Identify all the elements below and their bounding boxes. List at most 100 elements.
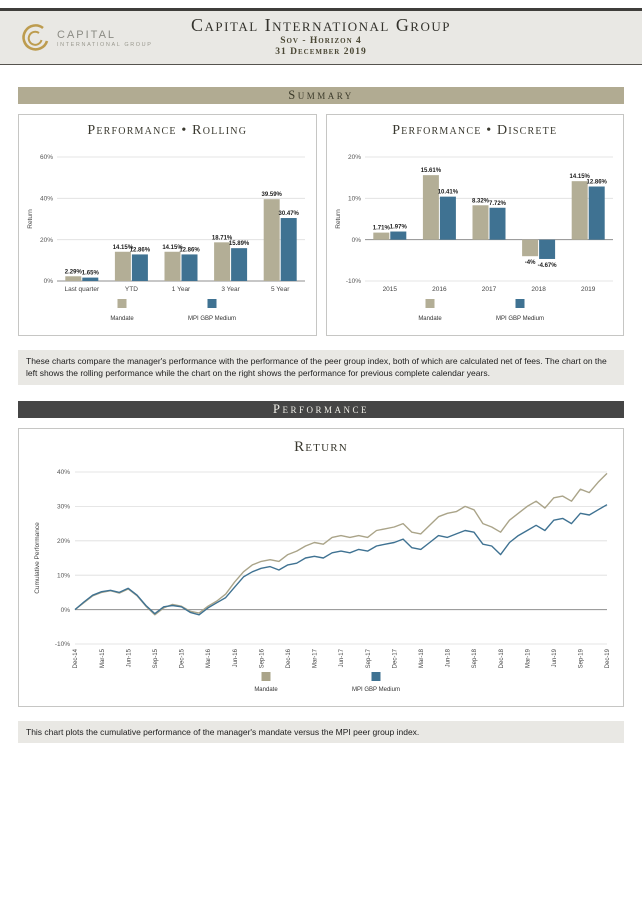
bar <box>231 248 248 281</box>
report-subtitle: Sov - Horizon 4 <box>280 35 362 46</box>
bar <box>263 199 280 281</box>
bar-value-label: 15.61% <box>420 168 441 174</box>
y-tick-label: 10% <box>347 196 360 203</box>
category-label: 2019 <box>580 286 595 293</box>
legend-label: MPI GBP Medium <box>352 687 400 693</box>
legend-label: MPI GBP Medium <box>188 316 236 322</box>
discrete-bar-chart: -10% 0% 10% 20% Return 2015 1.71% 1.97% 2016 15.6… <box>335 154 613 322</box>
x-tick-label: Sep-16 <box>259 648 265 668</box>
title-block: Capital International Group Sov - Horizo… <box>190 14 451 60</box>
x-tick-label: Mar-16 <box>206 648 212 668</box>
x-tick-label: Dec-18 <box>499 648 505 668</box>
logo-text: CAPITAL INTERNATIONAL GROUP <box>57 29 153 48</box>
x-tick-label: Dec-17 <box>392 648 398 668</box>
x-tick-label: Jun-19 <box>552 648 558 667</box>
bar <box>164 251 181 281</box>
summary-section-header: Summary <box>18 87 624 104</box>
bar <box>131 254 148 281</box>
y-tick-label: 20% <box>40 237 53 244</box>
report-title: Capital International Group <box>190 14 451 35</box>
bar-value-label: 18.71% <box>212 235 233 241</box>
x-tick-label: Dec-14 <box>73 648 79 668</box>
bar <box>472 205 488 240</box>
bar-value-label: 14.15% <box>569 174 590 180</box>
category-label: Last quarter <box>64 286 100 293</box>
logo-swirl-icon <box>22 24 49 51</box>
summary-charts-row: Performance • Rolling 0% 20% 40% 60% Return L… <box>18 114 624 336</box>
y-tick-label: 0% <box>351 237 361 244</box>
x-tick-label: Mar-15 <box>100 648 106 668</box>
return-line-chart: -10% 0% 10% 20% 30% 40% Cumulative Performance… <box>34 469 611 693</box>
bar-value-label: 1.71% <box>372 226 390 232</box>
x-tick-label: Jun-17 <box>339 648 345 667</box>
bar-value-label: 1.97% <box>389 225 407 231</box>
legend-label: Mandate <box>418 316 442 322</box>
performance-note: This chart plots the cumulative performa… <box>18 720 624 743</box>
bar-value-label: 12.86% <box>586 180 607 186</box>
series-line-mpi-gbp-medium <box>74 503 608 616</box>
x-tick-label: Mar-19 <box>525 648 531 668</box>
rolling-chart-title: Performance • Rolling <box>87 123 248 138</box>
legend-label: Mandate <box>254 687 278 693</box>
bar-value-label: -4% <box>524 260 535 266</box>
x-tick-label: Mar-17 <box>313 648 319 668</box>
x-tick-label: Sep-15 <box>153 648 159 668</box>
bar <box>82 277 99 281</box>
category-label: 5 Year <box>271 286 290 293</box>
category-label: 2016 <box>432 286 447 293</box>
bar-value-label: 12.86% <box>179 247 200 253</box>
x-tick-label: Jun-18 <box>446 648 452 667</box>
company-logo: CAPITAL INTERNATIONAL GROUP <box>16 20 153 56</box>
y-tick-label: 30% <box>57 503 70 510</box>
y-tick-label: 40% <box>57 469 70 476</box>
rolling-bar-chart: 0% 20% 40% 60% Return Last quarter 2.29% 1.65% Y… <box>27 154 305 322</box>
x-tick-label: Sep-19 <box>579 648 585 668</box>
logo-name: CAPITAL <box>57 28 117 41</box>
bar <box>65 276 82 281</box>
legend-label: Mandate <box>110 316 134 322</box>
y-tick-label: 60% <box>40 154 53 161</box>
bar-value-label: 14.15% <box>162 245 183 251</box>
legend-label: MPI GBP Medium <box>496 316 544 322</box>
y-axis-label: Return <box>335 209 342 229</box>
bar-value-label: 1.65% <box>82 271 100 277</box>
y-tick-label: 10% <box>57 572 70 579</box>
x-tick-label: Mar-18 <box>419 648 425 668</box>
bar-value-label: 14.15% <box>113 245 134 251</box>
rolling-chart-panel: Performance • Rolling 0% 20% 40% 60% Return L… <box>18 114 317 336</box>
bar <box>538 239 555 259</box>
discrete-chart-panel: Performance • Discrete -10% 0% 10% 20% Retur… <box>325 114 624 336</box>
bar-value-label: 15.89% <box>229 241 250 247</box>
bar <box>389 231 406 240</box>
category-label: 2018 <box>531 286 546 293</box>
bar-value-label: 2.29% <box>65 269 83 275</box>
bar-value-label: 7.72% <box>488 201 506 207</box>
legend-swatch <box>261 671 271 681</box>
y-tick-label: -10% <box>55 641 70 648</box>
bar <box>372 232 389 240</box>
bar <box>181 254 198 281</box>
return-chart-panel: Return -10% 0% 10% 20% 30% 40% Cumulative Perf… <box>18 427 624 707</box>
x-tick-label: Sep-17 <box>366 648 372 668</box>
y-axis-label: Return <box>27 209 34 229</box>
y-tick-label: 20% <box>57 538 70 545</box>
y-tick-label: -10% <box>345 278 360 285</box>
legend-swatch <box>425 299 434 308</box>
bar <box>521 239 538 257</box>
series-line-mandate <box>74 472 608 616</box>
bar <box>489 207 505 240</box>
bar <box>114 251 131 281</box>
discrete-chart-title: Performance • Discrete <box>392 123 558 138</box>
bar <box>571 181 588 240</box>
bar <box>588 186 605 240</box>
x-tick-label: Dec-16 <box>286 648 292 668</box>
category-label: 2015 <box>382 286 397 293</box>
category-label: 2017 <box>481 286 496 293</box>
bar <box>439 196 456 240</box>
legend-swatch <box>371 671 381 681</box>
bar <box>214 242 231 281</box>
bar-value-label: 8.32% <box>471 198 489 204</box>
x-tick-label: Dec-19 <box>605 648 611 668</box>
bar-value-label: 12.86% <box>130 247 151 253</box>
return-chart-title: Return <box>294 438 348 455</box>
